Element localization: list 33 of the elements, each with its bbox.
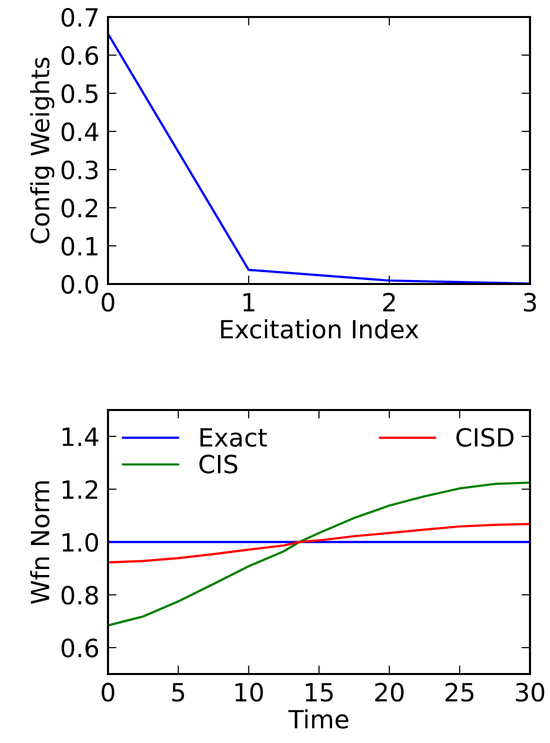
- y-tick-label: 0.7: [62, 8, 98, 27]
- y-tick-label: 0.2: [62, 198, 98, 218]
- legend-label: CIS: [199, 454, 238, 474]
- x-tick-label: 3: [524, 292, 536, 312]
- y-tick-label: 0.8: [62, 586, 98, 605]
- x-axis-title: Time: [288, 709, 348, 729]
- legend-label: Exact: [200, 428, 267, 447]
- x-axis-title: Excitation Index: [221, 319, 418, 339]
- y-tick-label: 0.1: [62, 236, 98, 256]
- line-series: [108, 481, 530, 627]
- x-tick-label: 25: [446, 682, 474, 702]
- y-tick-label: 0.5: [62, 84, 98, 104]
- x-tick-label: 5: [172, 683, 184, 702]
- y-tick-label: 0.4: [62, 122, 98, 142]
- y-tick-label: 0.6: [62, 46, 98, 65]
- x-tick-label: 15: [306, 683, 333, 702]
- x-tick-label: 1: [243, 293, 254, 312]
- y-axis-title: Wfn Norm: [30, 481, 50, 604]
- y-tick-label: 0.3: [62, 160, 98, 180]
- x-tick-label: 10: [236, 682, 263, 702]
- y-tick-label: 0.6: [62, 638, 98, 658]
- x-tick-label: 0: [102, 292, 114, 312]
- line-series: [108, 522, 530, 564]
- legend-label: CISD: [456, 428, 514, 447]
- y-tick-label: 0.0: [62, 274, 98, 294]
- x-tick-label: 2: [383, 292, 395, 312]
- y-tick-label: 1.0: [62, 532, 98, 552]
- y-tick-label: 1.4: [62, 428, 98, 446]
- y-tick-label: 1.2: [62, 480, 98, 499]
- y-axis-title: Config Weights: [30, 58, 54, 244]
- x-tick-label: 0: [102, 682, 114, 702]
- x-tick-label: 20: [375, 682, 404, 702]
- x-tick-label: 30: [516, 682, 544, 702]
